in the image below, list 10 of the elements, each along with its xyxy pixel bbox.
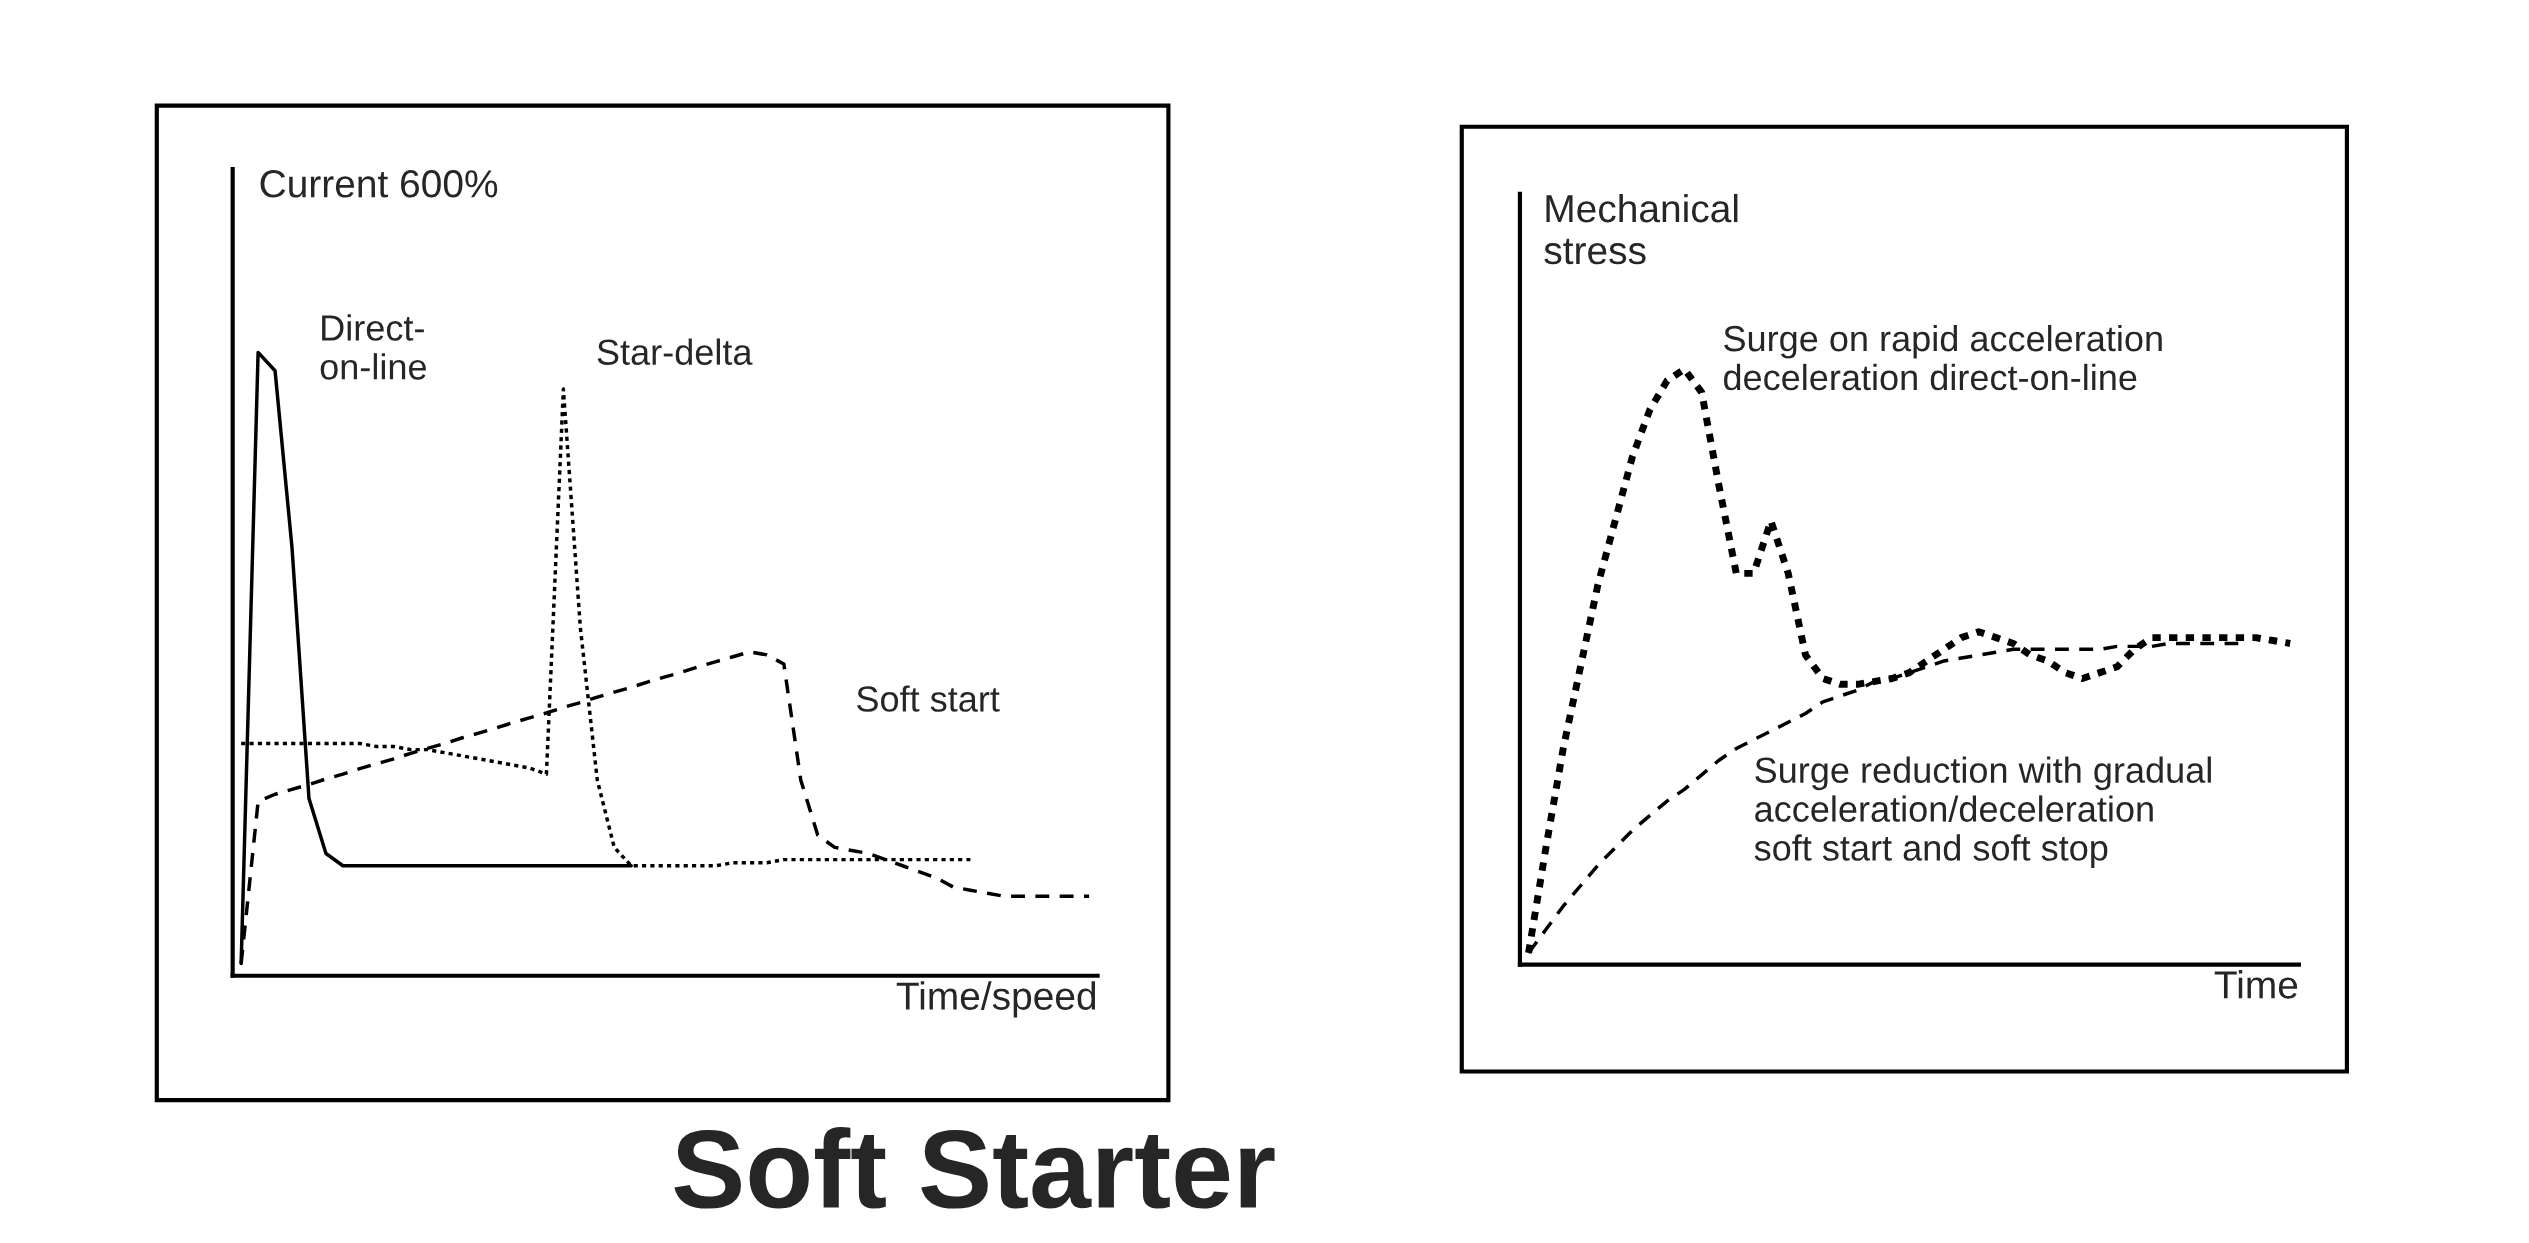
x-axis-title: Time/speed bbox=[896, 981, 1096, 1018]
y-axis-title: Current 600% bbox=[260, 170, 498, 198]
series-label: Direct- on-line bbox=[320, 314, 426, 380]
series-label: Surge on rapid acceleration deceleration direct-on-line bbox=[1723, 324, 2162, 391]
series-label: Surge reduction with gradual acceleration/deceleration soft start and soft stop bbox=[1754, 756, 2211, 868]
series-label: Star-delta bbox=[597, 338, 753, 365]
y-axis-title: Mechanical stress bbox=[1544, 193, 1738, 265]
x-axis-title: Time bbox=[2214, 970, 2298, 999]
series-label: Soft start bbox=[857, 685, 1000, 712]
text: Soft Starter bbox=[674, 1126, 1275, 1209]
